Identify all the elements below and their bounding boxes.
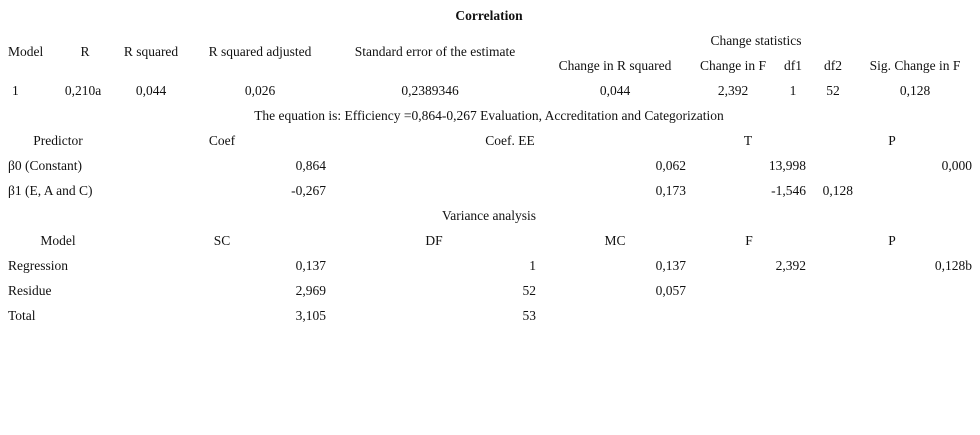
- table-cell: 1: [529, 258, 536, 273]
- table-cell: 0,026: [245, 83, 276, 98]
- title: Correlation: [455, 8, 523, 23]
- column-header: MC: [604, 233, 625, 248]
- table-cell: 1: [12, 83, 19, 98]
- table-cell: -1,546: [771, 183, 806, 198]
- table-cell: Regression: [8, 258, 68, 273]
- column-header: F: [745, 233, 753, 248]
- table-cell: 0,057: [656, 283, 687, 298]
- column-header: Sig. Change in F: [870, 58, 961, 73]
- column-header: Coef. EE: [485, 133, 535, 148]
- table-cell: 3,105: [296, 308, 327, 323]
- table-cell: 0,173: [656, 183, 687, 198]
- table-cell: -0,267: [291, 183, 326, 198]
- column-header: df1: [784, 58, 802, 73]
- column-header: R: [80, 44, 89, 59]
- table-cell: 13,998: [769, 158, 806, 173]
- column-header: Coef: [209, 133, 236, 148]
- column-header: SC: [214, 233, 231, 248]
- table-cell: 0,864: [296, 158, 327, 173]
- table-cell: 0,137: [296, 258, 327, 273]
- column-header: df2: [824, 58, 842, 73]
- table-cell: 0,128b: [935, 258, 972, 273]
- table-cell: 0,137: [656, 258, 687, 273]
- column-header: Standard error of the estimate: [355, 44, 515, 59]
- table-cell: 0,000: [942, 158, 973, 173]
- column-header: Change in R squared: [559, 58, 672, 73]
- table-cell: 0,128: [900, 83, 931, 98]
- group-header: Change statistics: [710, 33, 801, 48]
- equation: The equation is: Efficiency =0,864-0,267…: [254, 108, 724, 123]
- column-header: Model: [8, 44, 43, 59]
- table-cell: 52: [523, 283, 537, 298]
- column-header: Model: [40, 233, 75, 248]
- table-cell: Total: [8, 308, 36, 323]
- column-header: T: [744, 133, 753, 148]
- column-header: Change in F: [700, 58, 766, 73]
- column-header: Predictor: [33, 133, 83, 148]
- table-cell: 2,392: [776, 258, 806, 273]
- table-cell: 0,2389346: [401, 83, 459, 98]
- table-cell: β0 (Constant): [8, 158, 82, 173]
- section-title: Variance analysis: [442, 208, 536, 223]
- table-cell: 0,210a: [65, 83, 101, 98]
- table-cell: 0,044: [600, 83, 631, 98]
- table-cell: 1: [790, 83, 797, 98]
- table-cell: β1 (E, A and C): [8, 183, 93, 198]
- table-cell: 0,062: [656, 158, 686, 173]
- column-header: DF: [425, 233, 443, 248]
- column-header: P: [888, 133, 896, 148]
- table-cell: Residue: [8, 283, 52, 298]
- column-header: R squared adjusted: [209, 44, 312, 59]
- table-cell: 0,128: [823, 183, 854, 198]
- table-cell: 2,392: [718, 83, 748, 98]
- column-header: P: [888, 233, 896, 248]
- table-cell: 0,044: [136, 83, 167, 98]
- column-header: R squared: [124, 44, 179, 59]
- table-cell: 2,969: [296, 283, 327, 298]
- table-cell: 53: [523, 308, 537, 323]
- table-cell: 52: [826, 83, 840, 98]
